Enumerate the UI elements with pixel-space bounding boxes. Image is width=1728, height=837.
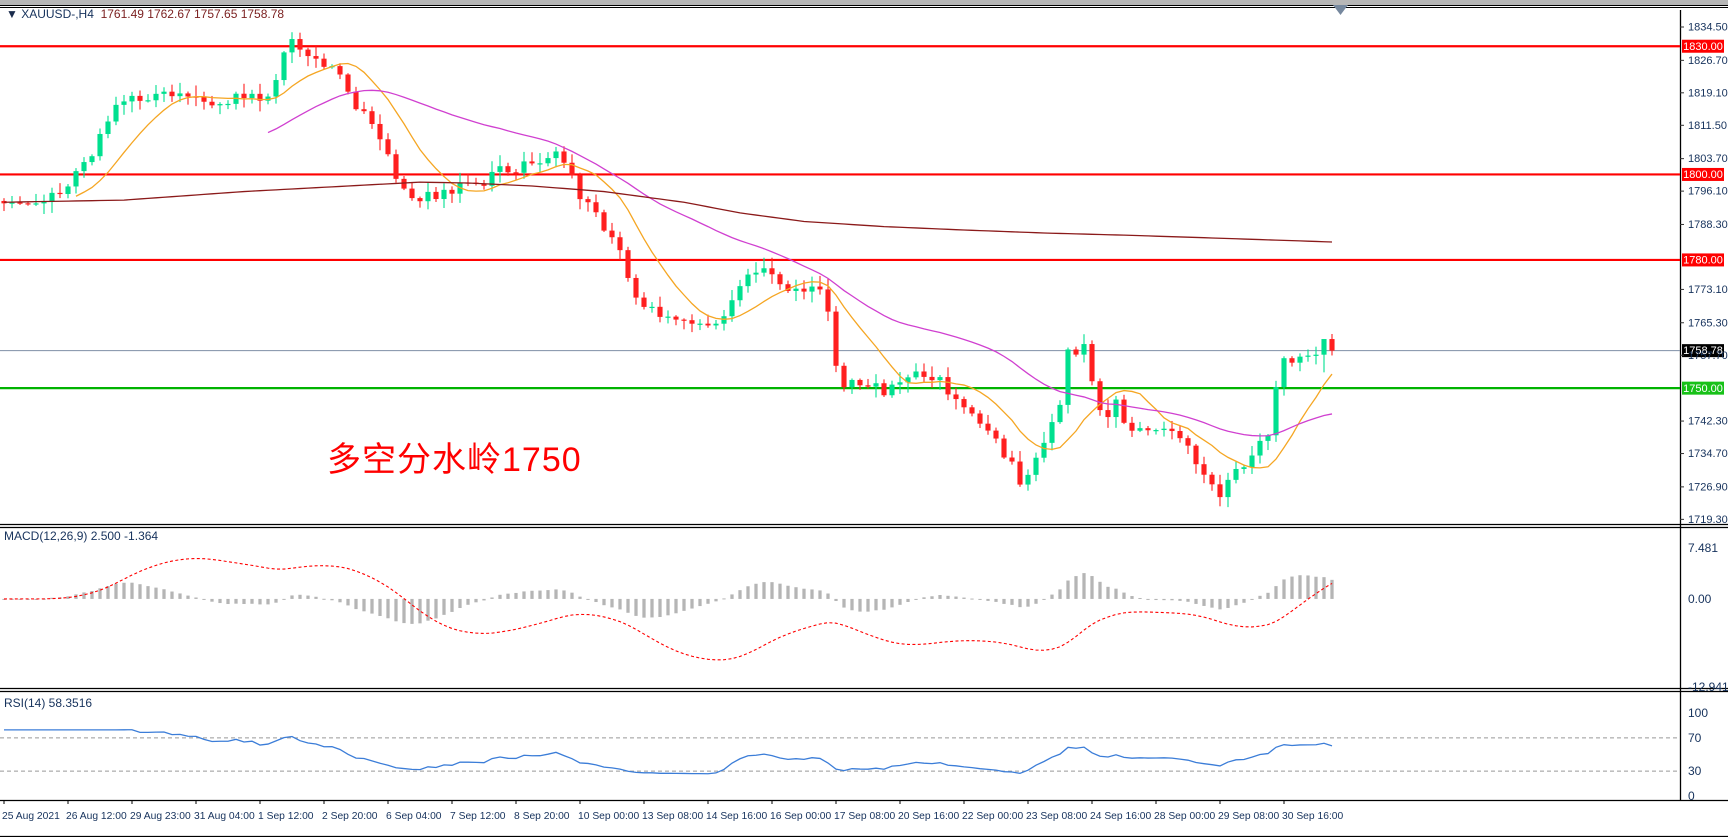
svg-text:20 Sep 16:00: 20 Sep 16:00 xyxy=(898,811,960,822)
svg-text:2 Sep 20:00: 2 Sep 20:00 xyxy=(322,811,378,822)
svg-text:1742.30: 1742.30 xyxy=(1688,416,1728,428)
svg-text:0: 0 xyxy=(1688,789,1695,803)
svg-text:1780.00: 1780.00 xyxy=(1683,255,1723,267)
svg-text:1726.90: 1726.90 xyxy=(1688,481,1728,493)
svg-text:1830.00: 1830.00 xyxy=(1683,41,1723,53)
svg-text:RSI(14) 58.3516: RSI(14) 58.3516 xyxy=(4,696,92,710)
svg-text:1773.10: 1773.10 xyxy=(1688,284,1728,296)
svg-text:100: 100 xyxy=(1688,706,1708,720)
svg-text:1734.70: 1734.70 xyxy=(1688,448,1728,460)
svg-text:30 Sep 16:00: 30 Sep 16:00 xyxy=(1282,811,1344,822)
svg-text:7.481: 7.481 xyxy=(1688,541,1718,555)
svg-text:31 Aug 04:00: 31 Aug 04:00 xyxy=(194,811,255,822)
svg-text:26 Aug 12:00: 26 Aug 12:00 xyxy=(66,811,127,822)
svg-text:23 Sep 08:00: 23 Sep 08:00 xyxy=(1026,811,1088,822)
svg-text:1757.70: 1757.70 xyxy=(1688,350,1728,362)
svg-text:0.00: 0.00 xyxy=(1688,592,1712,606)
svg-text:1819.10: 1819.10 xyxy=(1688,87,1728,99)
svg-text:14 Sep 16:00: 14 Sep 16:00 xyxy=(706,811,768,822)
svg-text:6 Sep 04:00: 6 Sep 04:00 xyxy=(386,811,442,822)
svg-text:1796.10: 1796.10 xyxy=(1688,186,1728,198)
svg-text:MACD(12,26,9) 2.500 -1.364: MACD(12,26,9) 2.500 -1.364 xyxy=(4,529,158,543)
svg-text:29 Sep 08:00: 29 Sep 08:00 xyxy=(1218,811,1280,822)
svg-text:1719.30: 1719.30 xyxy=(1688,514,1728,526)
svg-text:10 Sep 00:00: 10 Sep 00:00 xyxy=(578,811,640,822)
svg-text:22 Sep 00:00: 22 Sep 00:00 xyxy=(962,811,1024,822)
svg-text:16 Sep 00:00: 16 Sep 00:00 xyxy=(770,811,832,822)
svg-text:28 Sep 00:00: 28 Sep 00:00 xyxy=(1154,811,1216,822)
svg-text:1811.50: 1811.50 xyxy=(1688,120,1727,132)
svg-text:1803.70: 1803.70 xyxy=(1688,153,1728,165)
svg-text:29 Aug 23:00: 29 Aug 23:00 xyxy=(130,811,191,822)
svg-text:8 Sep 20:00: 8 Sep 20:00 xyxy=(514,811,570,822)
svg-text:7 Sep 12:00: 7 Sep 12:00 xyxy=(450,811,506,822)
svg-text:-12.941: -12.941 xyxy=(1688,680,1728,694)
svg-text:1 Sep 12:00: 1 Sep 12:00 xyxy=(258,811,314,822)
svg-text:1800.00: 1800.00 xyxy=(1683,169,1723,181)
svg-text:17 Sep 08:00: 17 Sep 08:00 xyxy=(834,811,896,822)
svg-text:1765.30: 1765.30 xyxy=(1688,317,1728,329)
svg-text:25 Aug 2021: 25 Aug 2021 xyxy=(2,811,60,822)
svg-text:70: 70 xyxy=(1688,731,1702,745)
svg-text:1826.70: 1826.70 xyxy=(1688,55,1728,67)
svg-text:24 Sep 16:00: 24 Sep 16:00 xyxy=(1090,811,1152,822)
svg-text:30: 30 xyxy=(1688,764,1702,778)
svg-text:1788.30: 1788.30 xyxy=(1688,219,1728,231)
svg-text:1834.50: 1834.50 xyxy=(1688,22,1728,34)
svg-text:13 Sep 08:00: 13 Sep 08:00 xyxy=(642,811,704,822)
svg-text:1750.00: 1750.00 xyxy=(1683,383,1723,395)
